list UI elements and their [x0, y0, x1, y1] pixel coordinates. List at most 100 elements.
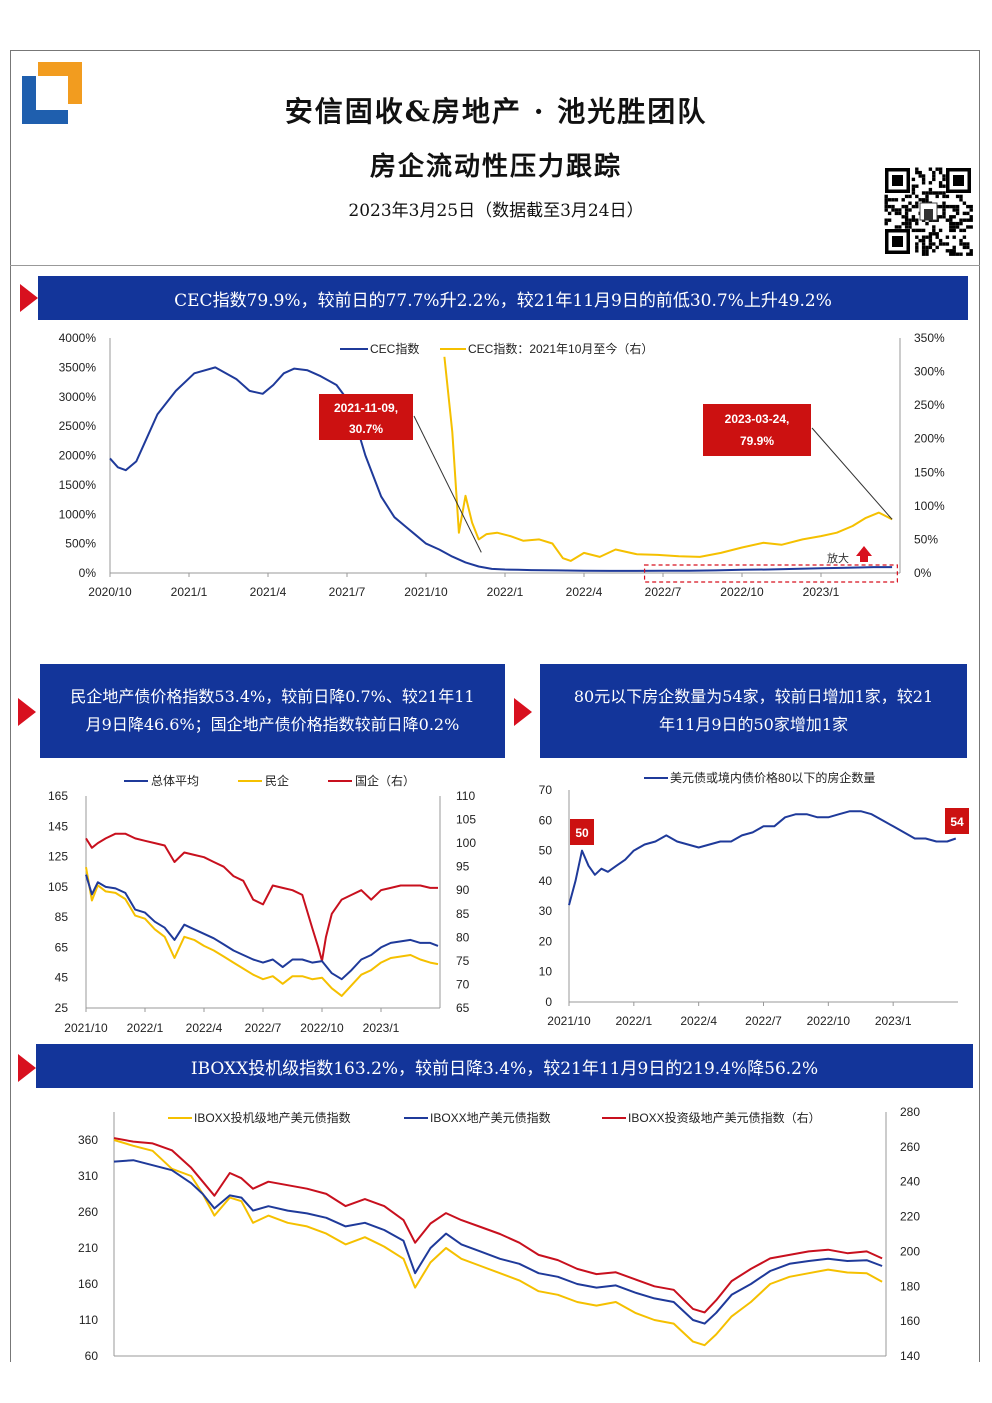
qr-module [904, 221, 909, 226]
qr-module [949, 221, 953, 226]
qr-module [938, 204, 943, 209]
x-tick-label: 2022/10 [807, 1014, 851, 1028]
y-right-tick-label: 180 [900, 1279, 920, 1293]
qr-module [915, 242, 919, 246]
qr-module [915, 221, 919, 226]
y-left-tick-label: 310 [78, 1169, 98, 1183]
qr-module [904, 211, 909, 216]
x-tick-label: 2021/7 [329, 585, 366, 599]
qr-module [932, 228, 936, 233]
qr-module [904, 208, 909, 212]
qr-module [962, 235, 967, 239]
y-left-tick-label: 10 [539, 965, 553, 979]
x-tick-label: 2021/1 [171, 585, 208, 599]
qr-module [925, 221, 929, 226]
y-left-tick-label: 45 [55, 971, 69, 985]
qr-module [966, 225, 970, 229]
qr-module [945, 235, 950, 239]
y-right-tick-label: 75 [456, 954, 470, 968]
qr-module [955, 225, 960, 229]
qr-module [915, 194, 919, 199]
iboxx-banner-text: IBOXX投机级指数163.2%，较前日降3.4%，较21年11月9日的219.… [190, 1058, 819, 1079]
qr-finder-core [953, 175, 964, 186]
qr-module [918, 198, 922, 202]
iboxx-banner: IBOXX投机级指数163.2%，较前日降3.4%，较21年11月9日的219.… [36, 1044, 973, 1088]
qr-module [966, 218, 970, 222]
qr-module [925, 191, 929, 195]
y-left-tick-label: 165 [48, 789, 68, 803]
qr-module [932, 177, 936, 182]
qr-module [942, 242, 946, 246]
qr-module [918, 228, 922, 233]
qr-module [955, 252, 960, 256]
y-left-tick-label: 2500% [59, 419, 97, 433]
qr-module [925, 198, 929, 202]
x-tick-label: 2023/1 [875, 1014, 912, 1028]
qr-module [938, 184, 943, 188]
y-left-tick-label: 30 [539, 904, 553, 918]
qr-module [935, 232, 939, 236]
qr-module [932, 249, 936, 253]
qr-module [969, 252, 973, 256]
qr-module [938, 215, 943, 219]
qr-module [962, 211, 967, 216]
qr-module [884, 204, 888, 209]
qr-module [908, 225, 912, 229]
callout-label: 30.7% [349, 422, 383, 436]
count80-chart: 70 60 50 40 30 20 10 0 2021/10 2022/1 2022/4 2022/7… [539, 770, 969, 1028]
series-line-high-yield [113, 1139, 883, 1347]
callout-box [319, 394, 413, 440]
qr-module [949, 228, 953, 233]
y-right-tick-label: 280 [900, 1105, 920, 1119]
qr-module [945, 194, 950, 199]
qr-module [952, 245, 956, 250]
qr-module [962, 242, 967, 246]
qr-module [894, 211, 899, 216]
qr-module [932, 242, 936, 246]
qr-finder-core [892, 236, 903, 247]
series-line-private [85, 867, 439, 997]
qr-module [932, 191, 936, 195]
legend-label: IBOXX地产美元债指数 [430, 1110, 551, 1125]
qr-module [938, 228, 943, 233]
qr-module [959, 194, 963, 199]
x-tick-label: 2022/1 [127, 1021, 164, 1035]
banner-marker-icon [18, 1054, 36, 1082]
qr-module [945, 218, 950, 222]
x-tick-label: 2022/10 [300, 1021, 344, 1035]
qr-module [962, 218, 967, 222]
y-left-tick-label: 110 [79, 1313, 98, 1327]
x-tick-label: 2022/10 [720, 585, 764, 599]
callout-label: 79.9% [740, 434, 774, 448]
count80-banner-line2: 年11月9日的50家增加1家 [658, 715, 849, 734]
qr-module [928, 181, 933, 185]
qr-module [898, 208, 902, 212]
qr-module [884, 208, 888, 212]
x-tick-label: 2021/10 [64, 1021, 108, 1035]
qr-module [928, 242, 933, 246]
qr-module [894, 198, 899, 202]
y-left-tick-label: 60 [85, 1349, 99, 1362]
qr-module [894, 208, 899, 212]
series-line-count [568, 810, 957, 906]
y-left-tick-label: 3500% [59, 360, 97, 374]
qr-module [894, 225, 899, 229]
qr-module [928, 167, 933, 171]
y-right-tick-label: 90 [456, 883, 470, 897]
cec-banner: CEC指数79.9%，较前日的77.7%升2.2%，较21年11月9日的前低30… [38, 276, 968, 320]
zoom-box [643, 564, 898, 583]
qr-module [908, 221, 912, 226]
count80-banner-line1: 80元以下房企数量为54家，较前日增加1家，较21 [573, 687, 934, 706]
value-badge [945, 808, 969, 834]
qr-module [949, 225, 953, 229]
y-left-tick-label: 0% [79, 566, 97, 580]
qr-module [935, 235, 939, 239]
cec-chart: 4000% 3500% 3000% 2500% 2000% 1500% 1000% 500% 0… [59, 331, 945, 599]
qr-code-icon [884, 167, 973, 256]
bond-price-chart: 165 145 125 105 85 65 45 25 110 105 100 95 90 85 80 75 7… [48, 773, 476, 1035]
x-tick-label: 2020/10 [88, 585, 132, 599]
x-tick-label: 2023/1 [363, 1021, 400, 1035]
qr-module [938, 238, 943, 243]
qr-module [887, 211, 892, 216]
bond-price-banner-line1: 民企地产债价格指数53.4%，较前日降0.7%、较21年11 [70, 687, 475, 706]
